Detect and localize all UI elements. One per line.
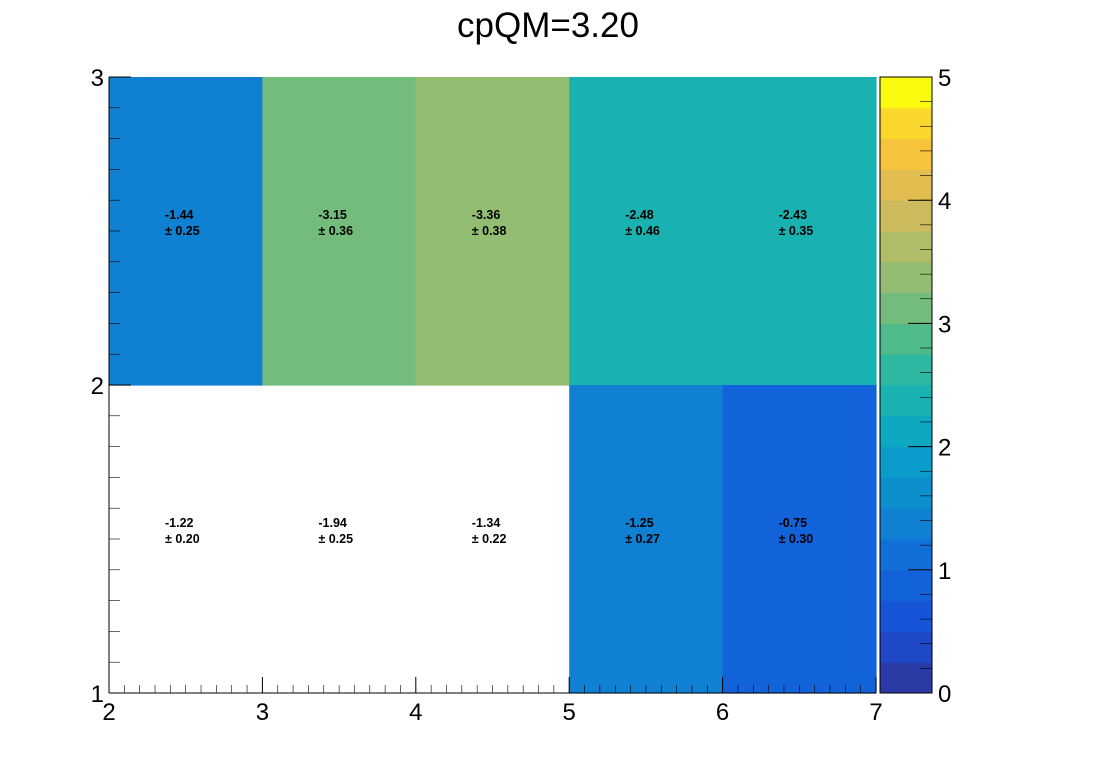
z-tick-label: 3 bbox=[938, 311, 951, 338]
color-scale-segment bbox=[880, 138, 932, 170]
heatmap-cells bbox=[109, 77, 877, 694]
cell-labels: -1.44 ± 0.25 -3.15 ± 0.36 -3.36 ± 0.38 -2.48 ± … bbox=[165, 208, 813, 546]
chart-title: cpQM=3.20 bbox=[457, 6, 639, 45]
color-scale-segment bbox=[880, 77, 932, 109]
heatmap-cell bbox=[569, 385, 724, 694]
color-scale-segment bbox=[880, 446, 932, 478]
color-scale-segment bbox=[880, 169, 932, 201]
x-tick-label: 6 bbox=[716, 699, 729, 726]
color-scale-segment bbox=[880, 107, 932, 140]
heatmap-cell bbox=[569, 77, 724, 386]
cell-error-label: ± 0.22 bbox=[472, 532, 507, 546]
color-scale-segment bbox=[880, 508, 932, 540]
cell-value-label: -3.36 bbox=[472, 208, 501, 222]
x-tick-label: 7 bbox=[869, 699, 882, 726]
color-scale-segment bbox=[880, 231, 932, 263]
cell-error-label: ± 0.30 bbox=[779, 532, 814, 546]
y-tick-label: 1 bbox=[91, 681, 104, 708]
x-tick-label: 5 bbox=[563, 699, 576, 726]
heatmap-cell bbox=[109, 77, 263, 386]
color-scale: 0 1 2 3 4 5 bbox=[879, 65, 951, 708]
color-scale-segment bbox=[880, 354, 932, 386]
color-scale-frame bbox=[879, 76, 933, 694]
z-tick-label: 4 bbox=[938, 188, 951, 215]
cell-error-label: ± 0.36 bbox=[318, 224, 353, 238]
heatmap-cell bbox=[415, 77, 570, 386]
cell-value-label: -2.48 bbox=[625, 208, 654, 222]
color-scale-segment bbox=[880, 631, 932, 663]
color-scale-segment bbox=[880, 539, 932, 571]
z-tick-label: 2 bbox=[938, 435, 951, 462]
color-scale-segment bbox=[880, 477, 932, 509]
color-scale-segment bbox=[880, 292, 932, 324]
x-tick-label: 2 bbox=[102, 699, 115, 726]
x-tick-label: 4 bbox=[409, 699, 422, 726]
color-scale-segment bbox=[880, 600, 932, 632]
cell-error-label: ± 0.25 bbox=[318, 532, 353, 546]
cell-value-label: -2.43 bbox=[779, 208, 808, 222]
cell-error-label: ± 0.20 bbox=[165, 532, 200, 546]
z-tick-label: 1 bbox=[938, 558, 951, 585]
cell-value-label: -1.22 bbox=[165, 516, 194, 530]
color-scale-segment bbox=[880, 385, 932, 417]
heatmap-cell bbox=[262, 77, 417, 386]
cell-value-label: -1.94 bbox=[318, 516, 347, 530]
cell-error-label: ± 0.38 bbox=[472, 224, 507, 238]
heatmap-cell bbox=[722, 385, 877, 694]
cell-value-label: -3.15 bbox=[318, 208, 347, 222]
color-scale-segment bbox=[880, 200, 932, 232]
cell-error-label: ± 0.46 bbox=[625, 224, 660, 238]
x-tick-label: 3 bbox=[256, 699, 269, 726]
cell-error-label: ± 0.35 bbox=[779, 224, 814, 238]
y-tick-label: 2 bbox=[91, 373, 104, 400]
cell-value-label: -0.75 bbox=[779, 516, 808, 530]
color-scale-segment bbox=[880, 323, 932, 355]
color-scale-segment bbox=[880, 415, 932, 448]
color-scale-segment bbox=[880, 662, 932, 694]
cell-value-label: -1.34 bbox=[472, 516, 501, 530]
cell-value-label: -1.44 bbox=[165, 208, 194, 222]
cell-error-label: ± 0.25 bbox=[165, 224, 200, 238]
cell-error-label: ± 0.27 bbox=[625, 532, 660, 546]
z-tick-label: 0 bbox=[938, 681, 951, 708]
y-tick-label: 3 bbox=[91, 65, 104, 92]
heatmap-cell bbox=[722, 77, 877, 386]
color-scale-segment bbox=[880, 261, 932, 294]
z-tick-label: 5 bbox=[938, 65, 951, 92]
cell-value-label: -1.25 bbox=[625, 516, 654, 530]
color-scale-segment bbox=[880, 569, 932, 602]
